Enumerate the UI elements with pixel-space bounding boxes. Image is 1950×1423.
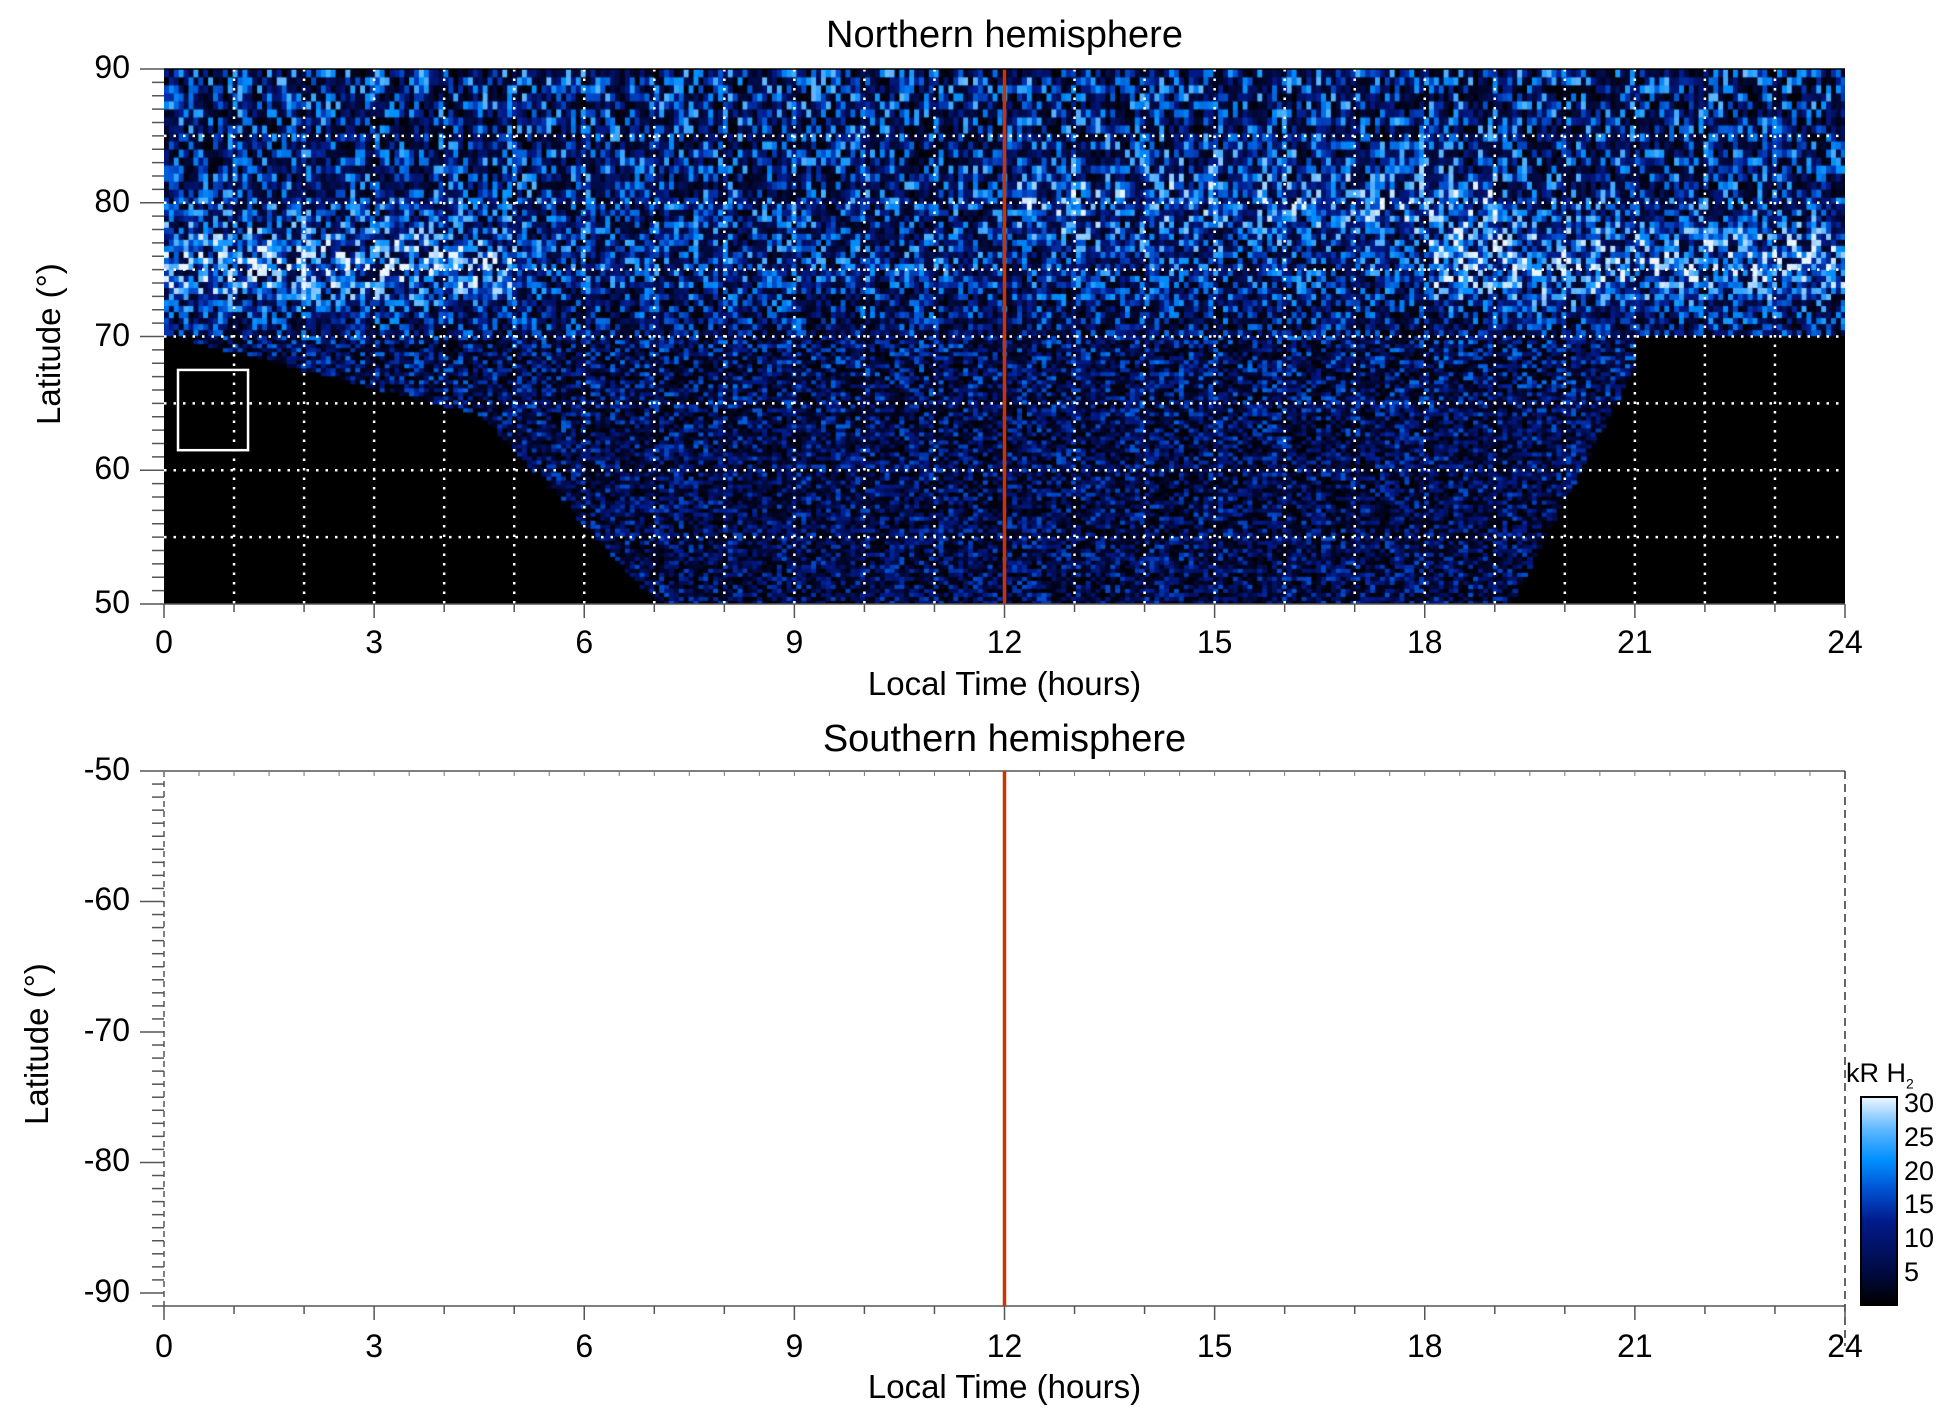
north-y-tick-label: 50 — [94, 584, 130, 620]
north-x-tick-label: 3 — [365, 624, 384, 660]
south-y-tick-label: -70 — [83, 1011, 130, 1048]
north-xlabel: Local Time (hours) — [867, 665, 1142, 702]
colorbar-label: kR H2 — [1846, 1058, 1914, 1091]
north-x-tick-label: 21 — [1617, 624, 1653, 660]
north-y-tick-label: 60 — [94, 450, 130, 487]
colorbar — [1860, 1096, 1898, 1306]
south-x-tick-label: 24 — [1827, 1328, 1863, 1364]
north-x-tick-label: 15 — [1196, 624, 1233, 660]
north-x-tick-label: 9 — [785, 624, 804, 660]
colorbar-label-text: kR H — [1846, 1058, 1906, 1088]
colorbar-tick-label: 15 — [1904, 1189, 1935, 1220]
south-xlabel: Local Time (hours) — [867, 1368, 1142, 1405]
south-x-tick-label: 18 — [1406, 1328, 1443, 1364]
south-x-tick-label: 12 — [986, 1328, 1023, 1364]
north-x-tick-label: 18 — [1406, 624, 1443, 660]
colorbar-tick-label: 25 — [1904, 1121, 1935, 1152]
south-x-tick-label: 6 — [575, 1328, 594, 1364]
colorbar-tick-label: 10 — [1904, 1223, 1935, 1254]
south-ylabel: Latitude (°) — [18, 963, 55, 1125]
south-y-tick-label: -90 — [83, 1272, 130, 1309]
north-x-tick-label: 12 — [986, 624, 1023, 660]
highlight-box — [176, 368, 250, 452]
south-title: Southern hemisphere — [822, 718, 1187, 760]
colorbar-tick-label: 30 — [1904, 1087, 1935, 1118]
south-y-tick-label: -60 — [83, 881, 130, 918]
south-x-tick-label: 21 — [1617, 1328, 1653, 1364]
south-x-tick-label: 15 — [1196, 1328, 1233, 1364]
south-y-tick-label: -50 — [83, 751, 130, 787]
colorbar-label-sub: 2 — [1906, 1075, 1914, 1092]
south-x-tick-label: 0 — [155, 1328, 173, 1364]
south-x-tick-label: 9 — [785, 1328, 804, 1364]
north-y-tick-label: 90 — [94, 49, 130, 85]
colorbar-tick-label: 5 — [1904, 1257, 1920, 1288]
north-x-tick-label: 0 — [155, 624, 173, 660]
south-y-tick-label: -80 — [83, 1142, 130, 1179]
north-axes — [140, 68, 1846, 618]
north-x-tick-label: 6 — [575, 624, 594, 660]
north-x-tick-label: 24 — [1827, 624, 1863, 660]
north-y-tick-label: 80 — [94, 182, 130, 219]
colorbar-tick-label: 20 — [1904, 1155, 1935, 1186]
north-title: Northern hemisphere — [826, 14, 1183, 56]
north-y-tick-label: 70 — [94, 316, 130, 353]
south-x-tick-label: 3 — [365, 1328, 384, 1364]
